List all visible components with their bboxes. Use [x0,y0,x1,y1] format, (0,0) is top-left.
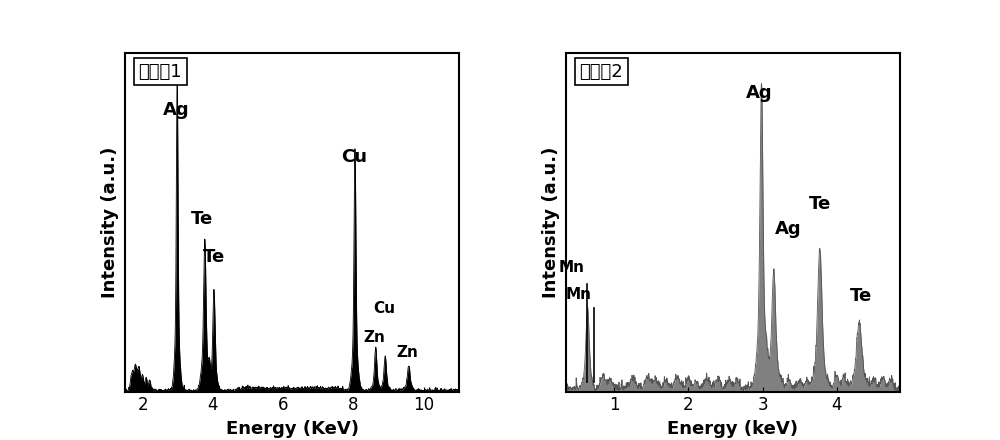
Text: Cu: Cu [373,301,395,316]
Text: Te: Te [850,287,872,305]
Text: 实施例2: 实施例2 [579,63,623,81]
Text: Zn: Zn [364,330,386,345]
X-axis label: Energy (keV): Energy (keV) [667,420,798,438]
Text: Mn: Mn [565,287,591,302]
Y-axis label: Intensity (a.u.): Intensity (a.u.) [542,147,560,298]
Text: Te: Te [202,248,225,266]
Text: Te: Te [809,195,831,213]
X-axis label: Energy (KeV): Energy (KeV) [226,420,359,438]
Text: Cu: Cu [341,148,367,166]
Y-axis label: Intensity (a.u.): Intensity (a.u.) [101,147,119,298]
Text: Zn: Zn [396,345,418,360]
Text: Ag: Ag [746,84,773,102]
Text: Ag: Ag [163,101,189,119]
Text: 实施例1: 实施例1 [138,63,182,81]
Text: Mn: Mn [559,260,585,275]
Text: Te: Te [191,210,213,228]
Text: Ag: Ag [775,220,802,238]
